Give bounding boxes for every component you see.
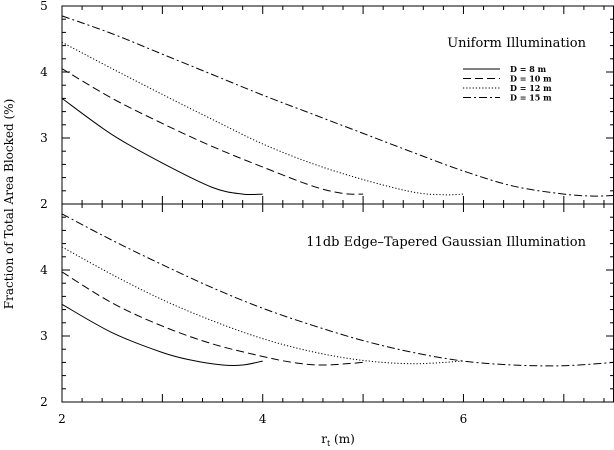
series-line-uniform-3 — [61, 15, 614, 197]
series-line-gaussian-3 — [61, 213, 614, 367]
bottom-panel-frame — [61, 203, 614, 403]
y-tick-label: 4 — [40, 263, 48, 277]
y-tick-label: 5 — [40, 0, 48, 13]
series-line-gaussian-0 — [61, 303, 263, 367]
y-tick-label: 4 — [40, 65, 48, 79]
legend-label-1: D = 10 m — [510, 74, 552, 84]
x-axis-label: rt (m) — [321, 432, 355, 448]
series-line-uniform-0 — [61, 97, 263, 196]
y-tick-label: 3 — [40, 329, 48, 343]
x-tick-label: 2 — [58, 412, 66, 426]
legend-label-2: D = 12 m — [510, 83, 552, 93]
x-tick-label: 4 — [259, 412, 267, 426]
tick-labels: 2 3 4 5 2 3 4 2 4 6 — [40, 0, 467, 426]
legend: D = 8 mD = 10 mD = 12 mD = 15 m — [463, 64, 552, 103]
series-line-gaussian-1 — [61, 271, 364, 366]
series-line-uniform-2 — [61, 41, 464, 196]
axis-ticks — [61, 5, 614, 403]
x-tick-label: 6 — [460, 412, 468, 426]
y-tick-label: 2 — [40, 197, 48, 211]
legend-label-0: D = 8 m — [510, 64, 547, 74]
y-tick-label: 2 — [40, 395, 48, 409]
series-lines — [61, 15, 614, 367]
legend-label-3: D = 15 m — [510, 93, 552, 103]
series-line-uniform-1 — [61, 68, 364, 195]
series-line-gaussian-2 — [61, 246, 464, 365]
y-tick-label: 3 — [40, 131, 48, 145]
y-axis-label: Fraction of Total Area Blocked (%) — [2, 99, 16, 309]
top-panel-title: Uniform Illumination — [447, 36, 586, 51]
bottom-panel-title: 11db Edge–Tapered Gaussian Illumination — [306, 235, 586, 250]
